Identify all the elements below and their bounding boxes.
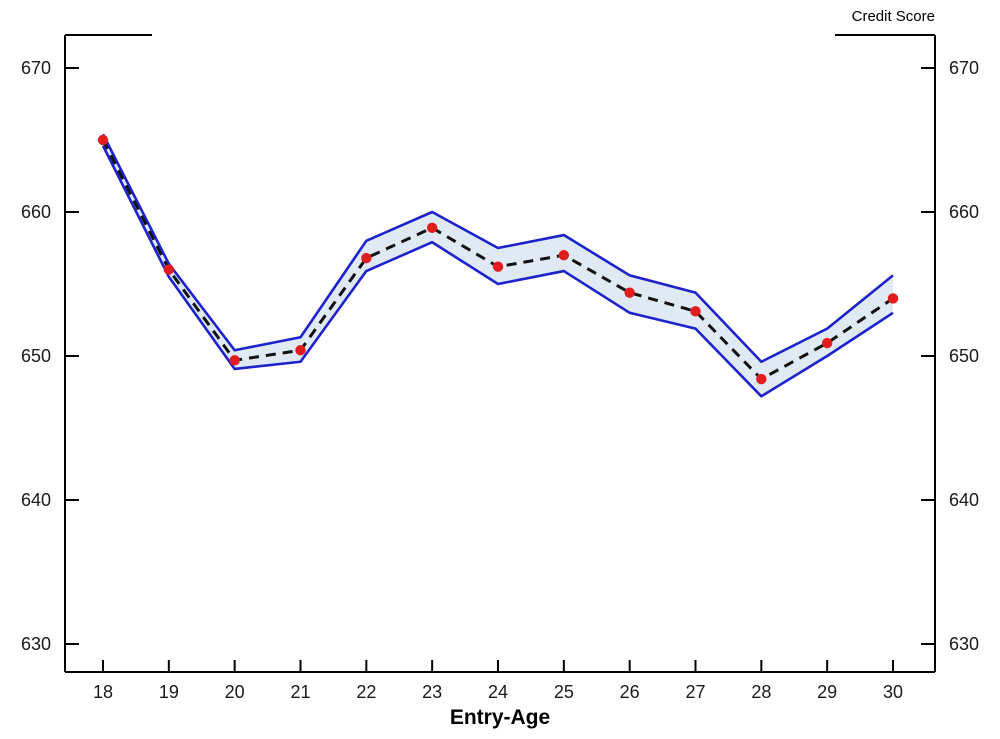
data-point-marker — [558, 250, 570, 261]
y-axis-title: Credit Score — [851, 8, 935, 25]
y-tick-label-right: 630 — [949, 634, 979, 654]
data-point-marker — [361, 252, 372, 264]
x-tick-label: 29 — [817, 682, 837, 702]
x-tick-label: 27 — [685, 682, 705, 702]
data-point-marker — [821, 337, 833, 349]
y-tick-label-right: 660 — [949, 202, 979, 222]
data-point-marker — [690, 306, 701, 317]
y-tick-label-right: 670 — [949, 58, 979, 78]
x-axis-title: Entry-Age — [449, 706, 551, 729]
y-tick-label-left: 640 — [21, 490, 51, 510]
x-tick-label: 25 — [554, 682, 574, 702]
x-tick-label: 26 — [620, 682, 640, 702]
data-point-marker — [426, 222, 438, 234]
y-tick-label-left: 650 — [21, 346, 51, 366]
y-tick-label-left: 670 — [21, 58, 51, 78]
band-lower-line — [101, 145, 894, 398]
band-upper-line — [101, 133, 894, 364]
x-tick-label: 28 — [751, 682, 771, 702]
data-point-marker — [229, 355, 240, 366]
data-point-marker — [624, 287, 635, 298]
x-tick-label: 19 — [159, 682, 179, 702]
y-tick-label-left: 630 — [21, 634, 51, 654]
x-tick-label: 22 — [356, 682, 376, 702]
y-tick-label-left: 660 — [21, 202, 51, 222]
data-point-marker — [295, 345, 306, 356]
x-tick-label: 18 — [93, 682, 113, 702]
y-tick-label-right: 640 — [949, 490, 979, 510]
data-point-marker — [756, 373, 767, 385]
x-tick-label: 20 — [225, 682, 245, 702]
data-point-marker — [492, 261, 504, 272]
y-tick-label-right: 650 — [949, 346, 979, 366]
data-point-marker — [163, 264, 175, 275]
x-tick-label: 21 — [290, 682, 310, 702]
data-point-marker — [887, 293, 899, 304]
x-tick-label: 30 — [883, 682, 903, 702]
x-tick-label: 24 — [488, 682, 508, 702]
x-tick-label: 23 — [422, 682, 442, 702]
data-point-marker — [97, 134, 109, 146]
